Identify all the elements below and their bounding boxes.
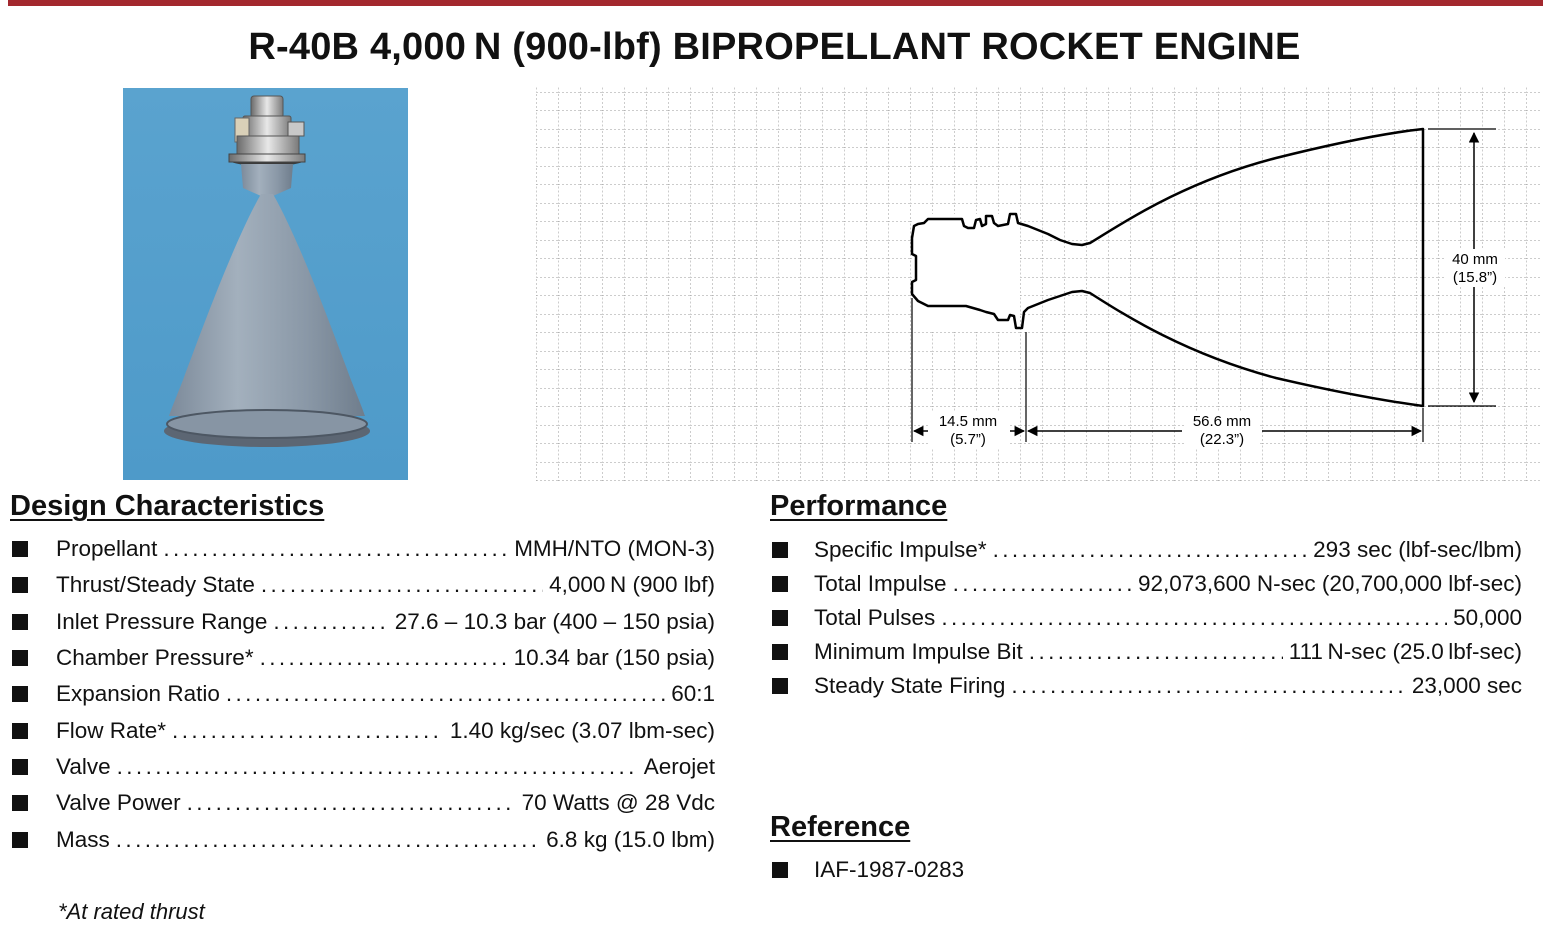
spec-label: Thrust/Steady State <box>56 572 255 598</box>
square-bullet-icon <box>772 576 788 592</box>
dot-leader: ........................................… <box>163 536 508 562</box>
spec-label: Chamber Pressure* <box>56 645 254 671</box>
dot-leader: ........................................… <box>992 537 1308 562</box>
spec-row: Thrust/Steady State.....................… <box>12 567 715 603</box>
square-bullet-icon <box>12 795 28 812</box>
spec-value: 23,000 sec <box>1411 673 1522 698</box>
spec-value: MMH/NTO (MON-3) <box>514 536 715 562</box>
spec-value: 6.8 kg (15.0 lbm) <box>546 826 715 852</box>
nozzle-dimension-metric: 56.6 mm <box>1193 413 1251 430</box>
spec-row: Flow Rate*..............................… <box>12 712 715 748</box>
dot-leader: ........................................… <box>273 608 389 634</box>
spec-label: Total Pulses <box>814 605 936 630</box>
nozzle-dimension-imperial: (22.3”) <box>1200 431 1244 448</box>
square-bullet-icon <box>12 758 28 775</box>
dot-leader: ........................................… <box>186 790 516 816</box>
spec-value: 4,000 N (900 lbf) <box>549 572 715 598</box>
spec-value: 10.34 bar (150 psia) <box>513 645 715 671</box>
dot-leader: ........................................… <box>116 753 638 779</box>
spec-row: Inlet Pressure Range....................… <box>12 604 715 640</box>
spec-value: 92,073,600 N-sec (20,700,000 lbf-sec) <box>1138 571 1522 596</box>
performance-heading: Performance <box>770 490 948 522</box>
spec-row: Propellant..............................… <box>12 531 715 567</box>
footnote: *At rated thrust <box>58 899 205 924</box>
spec-value: 27.6 – 10.3 bar (400 – 150 psia) <box>394 608 715 634</box>
height-dimension-metric: 40 mm <box>1452 251 1498 268</box>
spec-label: Minimum Impulse Bit <box>814 639 1023 664</box>
square-bullet-icon <box>772 610 788 626</box>
performance-list: Specific Impulse*.......................… <box>772 533 1522 703</box>
spec-value: 1.40 kg/sec (3.07 lbm-sec) <box>449 717 715 743</box>
square-bullet-icon <box>12 577 28 594</box>
square-bullet-icon <box>772 644 788 660</box>
chamber-dimension-metric: 14.5 mm <box>939 413 997 430</box>
design-characteristics-heading: Design Characteristics <box>10 490 325 522</box>
square-bullet-icon <box>772 678 788 694</box>
spec-row: Minimum Impulse Bit.....................… <box>772 635 1522 669</box>
dot-leader: ........................................… <box>1028 639 1283 664</box>
square-bullet-icon <box>772 542 788 558</box>
engine-cross-section-diagram: 40 mm (15.8”) 14.5 mm (5.7”) 56.6 mm (22… <box>536 86 1542 482</box>
spec-label: Inlet Pressure Range <box>56 608 268 634</box>
square-bullet-icon <box>12 613 28 630</box>
dot-leader: ........................................… <box>1011 673 1406 698</box>
spec-label: IAF-1987-0283 <box>814 857 965 882</box>
top-accent-rule <box>8 0 1543 6</box>
spec-value: 70 Watts @ 28 Vdc <box>521 790 715 816</box>
spec-row: Total Pulses............................… <box>772 601 1522 635</box>
engine-outline <box>910 127 1425 408</box>
dot-leader: ........................................… <box>115 826 541 852</box>
spec-row: IAF-1987-0283 <box>772 853 1522 887</box>
square-bullet-icon <box>12 831 28 848</box>
height-dimension-imperial: (15.8”) <box>1453 269 1497 286</box>
dot-leader: ........................................… <box>259 645 508 671</box>
dot-leader: ........................................… <box>941 605 1447 630</box>
spec-row: Specific Impulse*.......................… <box>772 533 1522 567</box>
diagram-grid <box>536 86 1542 482</box>
square-bullet-icon <box>12 650 28 667</box>
spec-label: Mass <box>56 826 110 852</box>
spec-row: Steady State Firing.....................… <box>772 669 1522 703</box>
spec-row: Valve Power.............................… <box>12 785 715 821</box>
spec-row: Valve...................................… <box>12 749 715 785</box>
spec-label: Propellant <box>56 536 158 562</box>
spec-row: Chamber Pressure*.......................… <box>12 640 715 676</box>
spec-value: Aerojet <box>643 753 715 779</box>
spec-label: Specific Impulse* <box>814 537 987 562</box>
square-bullet-icon <box>12 541 28 558</box>
spec-label: Expansion Ratio <box>56 681 220 707</box>
spec-label: Steady State Firing <box>814 673 1006 698</box>
dot-leader: ........................................… <box>172 717 444 743</box>
dot-leader: ........................................… <box>225 681 665 707</box>
reference-list: IAF-1987-0283 <box>772 853 1522 887</box>
design-characteristics-list: Propellant..............................… <box>12 531 715 858</box>
spec-row: Total Impulse...........................… <box>772 567 1522 601</box>
square-bullet-icon <box>772 862 788 878</box>
spec-label: Valve <box>56 753 111 779</box>
spec-value: 50,000 <box>1453 605 1522 630</box>
dot-leader: ........................................… <box>952 571 1132 596</box>
engine-photo <box>123 88 408 480</box>
spec-row: Mass....................................… <box>12 821 715 857</box>
spec-value: 293 sec (lbf-sec/lbm) <box>1313 537 1522 562</box>
square-bullet-icon <box>12 686 28 703</box>
spec-label: Total Impulse <box>814 571 947 596</box>
reference-heading: Reference <box>770 811 911 843</box>
spec-value: 111 N-sec (25.0 lbf-sec) <box>1288 639 1522 664</box>
spec-label: Valve Power <box>56 790 181 816</box>
spec-row: Expansion Ratio.........................… <box>12 676 715 712</box>
square-bullet-icon <box>12 722 28 739</box>
spec-label: Flow Rate* <box>56 717 167 743</box>
page-title: R-40B 4,000 N (900-lbf) BIPROPELLANT ROC… <box>248 26 1301 68</box>
spec-value: 60:1 <box>671 681 715 707</box>
chamber-dimension-imperial: (5.7”) <box>950 431 986 448</box>
dot-leader: ........................................… <box>260 572 544 598</box>
